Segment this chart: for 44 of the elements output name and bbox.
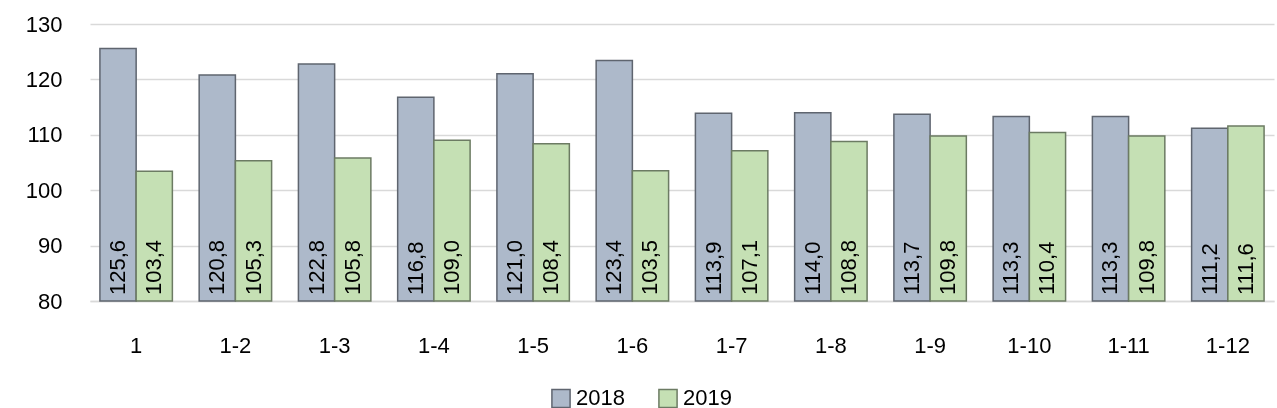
data-label: 103,5: [637, 239, 663, 295]
data-label: 109,8: [1133, 239, 1159, 295]
data-label: 113,3: [1097, 241, 1123, 295]
data-label: 103,4: [141, 239, 167, 295]
x-tick-label: 1-10: [1007, 332, 1052, 358]
legend-label: 2018: [576, 385, 625, 408]
x-tick-label: 1-11: [1107, 332, 1150, 358]
data-label: 107,1: [736, 239, 762, 295]
data-label: 113,9: [700, 241, 726, 295]
data-label: 116,8: [402, 241, 428, 295]
data-label: 110,4: [1034, 241, 1060, 295]
data-label: 113,3: [998, 241, 1024, 295]
x-tick-label: 1-4: [417, 332, 450, 358]
x-tick-label: 1: [130, 332, 143, 358]
y-tick-label: 80: [38, 288, 63, 314]
x-tick-label: 1-2: [219, 332, 252, 358]
data-label: 123,4: [601, 239, 627, 295]
legend-label: 2019: [683, 385, 732, 408]
data-label: 105,3: [240, 239, 266, 295]
data-label: 108,4: [538, 239, 564, 295]
x-tick-label: 1-9: [914, 332, 947, 358]
data-label: 113,7: [899, 241, 924, 295]
x-tick-label: 1-5: [517, 332, 550, 358]
x-tick-label: 1-12: [1205, 332, 1250, 358]
x-tick-label: 1-3: [318, 332, 351, 358]
x-tick-label: 1-8: [814, 332, 847, 358]
y-tick-label: 110: [27, 122, 63, 148]
data-label: 125,6: [105, 239, 131, 295]
data-label: 121,0: [502, 239, 528, 295]
y-tick-label: 100: [25, 177, 63, 203]
data-label: 122,8: [303, 239, 329, 295]
data-label: 111,6: [1232, 243, 1258, 295]
data-label: 108,8: [835, 239, 861, 295]
y-tick-label: 130: [25, 11, 63, 37]
x-tick-label: 1-6: [616, 332, 649, 358]
data-label: 105,8: [339, 239, 365, 295]
x-tick-label: 1-7: [715, 332, 748, 358]
y-tick-label: 90: [38, 233, 63, 259]
data-label: 109,8: [935, 239, 961, 295]
data-label: 109,0: [439, 239, 464, 295]
data-label: 120,8: [204, 239, 230, 295]
y-tick-label: 120: [25, 66, 63, 92]
data-label: 114,0: [799, 241, 825, 295]
data-label: 111,2: [1196, 243, 1222, 295]
